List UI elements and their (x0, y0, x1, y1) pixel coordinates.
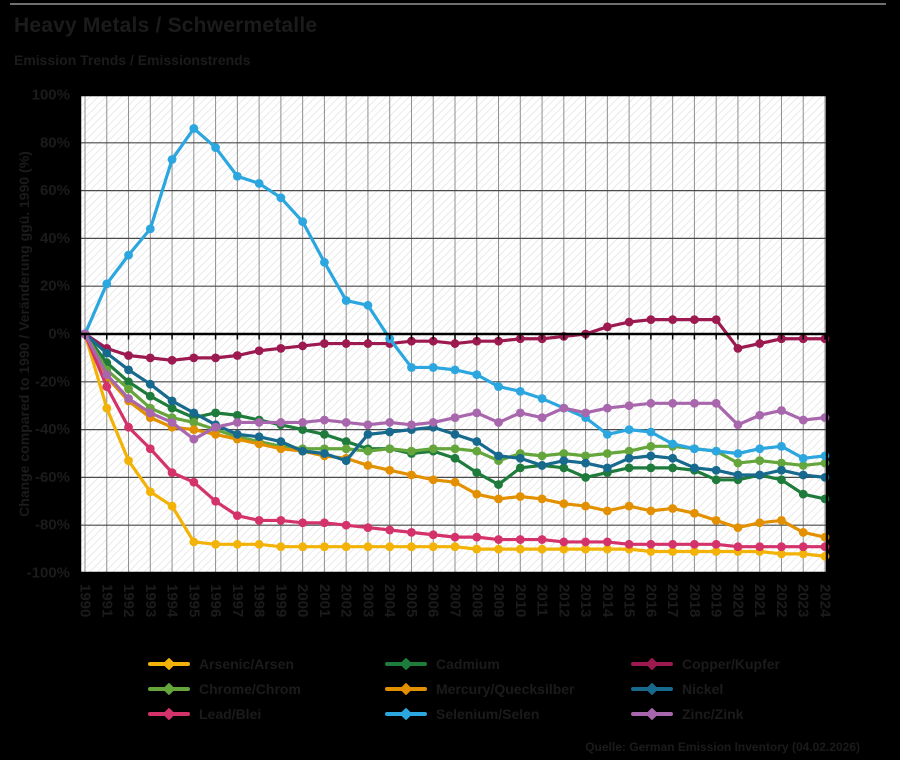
legend-item-lead-blei: Lead/Blei (148, 703, 385, 725)
legend-label-chrome-chrom: Chrome/Chrom (199, 680, 301, 697)
legend-marker-chrome-chrom (148, 682, 190, 695)
legend-label-arsenic-arsen: Arsenic/Arsen (199, 655, 294, 672)
svg-text:2001: 2001 (316, 584, 333, 617)
svg-text:40%: 40% (40, 230, 70, 247)
legend-label-copper-kupfer: Copper/Kupfer (682, 655, 780, 672)
legend-marker-selenium-selen (385, 707, 427, 720)
y-axis-title: Change compared to 1990 / Veränderung gg… (16, 151, 32, 517)
legend-label-selenium-selen: Selenium/Selen (436, 705, 540, 722)
svg-text:1999: 1999 (272, 584, 289, 617)
legend-marker-mercury-quecksilber (385, 682, 427, 695)
svg-text:1994: 1994 (164, 584, 181, 618)
legend-label-nickel: Nickel (682, 680, 724, 697)
x-axis-labels: 1990 1991 1992 1993 1994 1995 1996 1997 1998 1999… (77, 584, 834, 618)
legend-diamond-icon (399, 682, 413, 695)
series-zinc-zink (80, 329, 830, 444)
svg-text:1990: 1990 (77, 584, 94, 617)
svg-text:1996: 1996 (207, 584, 224, 617)
legend-diamond-icon (399, 707, 413, 720)
svg-text:2019: 2019 (708, 584, 725, 617)
legend-diamond-icon (399, 657, 413, 670)
legend-label-cadmium: Cadmium (436, 655, 500, 672)
page-title: Heavy Metals / Schwermetalle (14, 14, 318, 37)
svg-text:2022: 2022 (773, 584, 790, 617)
legend-diamond-icon (645, 707, 659, 720)
svg-text:1997: 1997 (229, 584, 246, 617)
series-lead-blei (80, 329, 830, 552)
page-subtitle: Emission Trends / Emissionstrends (14, 52, 251, 68)
legend-marker-cadmium (385, 657, 427, 670)
svg-text:1992: 1992 (120, 584, 137, 617)
svg-text:60%: 60% (40, 182, 70, 199)
legend-marker-arsenic-arsen (148, 657, 190, 670)
svg-text:2016: 2016 (642, 584, 659, 617)
legend-item-arsenic-arsen: Arsenic/Arsen (148, 653, 385, 675)
svg-text:2014: 2014 (599, 584, 616, 618)
legend-marker-zinc-zink (631, 707, 673, 720)
svg-text:100%: 100% (32, 87, 70, 104)
svg-text:2004: 2004 (381, 584, 398, 618)
legend-item-nickel: Nickel (631, 678, 801, 700)
svg-text:20%: 20% (40, 278, 70, 295)
svg-text:2011: 2011 (534, 584, 551, 617)
emissions-line-chart: 100%80%60%40%20%0%-20%-40%-60%-80%-100%1… (16, 87, 834, 619)
svg-text:2020: 2020 (729, 584, 746, 617)
source-note: Quelle: German Emission Inventory (04.02… (585, 740, 860, 754)
svg-text:2008: 2008 (468, 584, 485, 617)
legend-item-mercury-quecksilber: Mercury/Quecksilber (385, 678, 631, 700)
top-rule (10, 3, 886, 5)
chart-legend: Arsenic/Arsen Cadmium Copper/Kupfer Chrome/… (148, 651, 801, 726)
svg-text:2013: 2013 (577, 584, 594, 617)
axis-ticks (74, 94, 826, 579)
legend-diamond-icon (162, 682, 176, 695)
svg-text:-20%: -20% (35, 373, 70, 390)
series-nickel (80, 329, 830, 482)
svg-text:2002: 2002 (338, 584, 355, 617)
legend-label-mercury-quecksilber: Mercury/Quecksilber (436, 680, 575, 697)
svg-text:-80%: -80% (35, 517, 70, 534)
legend-item-zinc-zink: Zinc/Zink (631, 703, 801, 725)
legend-item-chrome-chrom: Chrome/Chrom (148, 678, 385, 700)
legend-diamond-icon (162, 657, 176, 670)
svg-text:2012: 2012 (555, 584, 572, 617)
legend-item-selenium-selen: Selenium/Selen (385, 703, 631, 725)
legend-label-lead-blei: Lead/Blei (199, 705, 262, 722)
legend-marker-lead-blei (148, 707, 190, 720)
svg-text:2015: 2015 (621, 584, 638, 617)
svg-text:1991: 1991 (98, 584, 115, 617)
svg-text:2018: 2018 (686, 584, 703, 617)
legend-item-copper-kupfer: Copper/Kupfer (631, 653, 801, 675)
svg-text:2006: 2006 (425, 584, 442, 617)
legend-diamond-icon (645, 657, 659, 670)
legend-diamond-icon (645, 682, 659, 695)
legend-item-cadmium: Cadmium (385, 653, 631, 675)
series-arsenic-arsen (80, 329, 830, 561)
svg-text:-60%: -60% (35, 469, 70, 486)
svg-text:1998: 1998 (251, 584, 268, 617)
legend-label-zinc-zink: Zinc/Zink (682, 705, 744, 722)
svg-text:2003: 2003 (359, 584, 376, 617)
svg-text:2024: 2024 (817, 584, 834, 618)
zero-axis (80, 332, 827, 340)
series-copper-kupfer (80, 315, 830, 365)
svg-text:2000: 2000 (294, 584, 311, 617)
svg-text:80%: 80% (40, 134, 70, 151)
legend-marker-nickel (631, 682, 673, 695)
svg-text:-40%: -40% (35, 421, 70, 438)
svg-text:2007: 2007 (447, 584, 464, 617)
svg-text:2021: 2021 (751, 584, 768, 617)
svg-text:2005: 2005 (403, 584, 420, 617)
legend-diamond-icon (162, 707, 176, 720)
svg-text:0%: 0% (48, 326, 70, 343)
svg-text:2010: 2010 (512, 584, 529, 617)
svg-text:2023: 2023 (795, 584, 812, 617)
svg-text:2009: 2009 (490, 584, 507, 617)
svg-text:-100%: -100% (27, 565, 70, 582)
y-axis-labels: 100% 80% 60% 40% 20% 0% -20% -40% -60% -80% -100% (27, 87, 70, 582)
legend-marker-copper-kupfer (631, 657, 673, 670)
svg-text:1993: 1993 (142, 584, 159, 617)
svg-text:1995: 1995 (185, 584, 202, 617)
svg-text:2017: 2017 (664, 584, 681, 617)
